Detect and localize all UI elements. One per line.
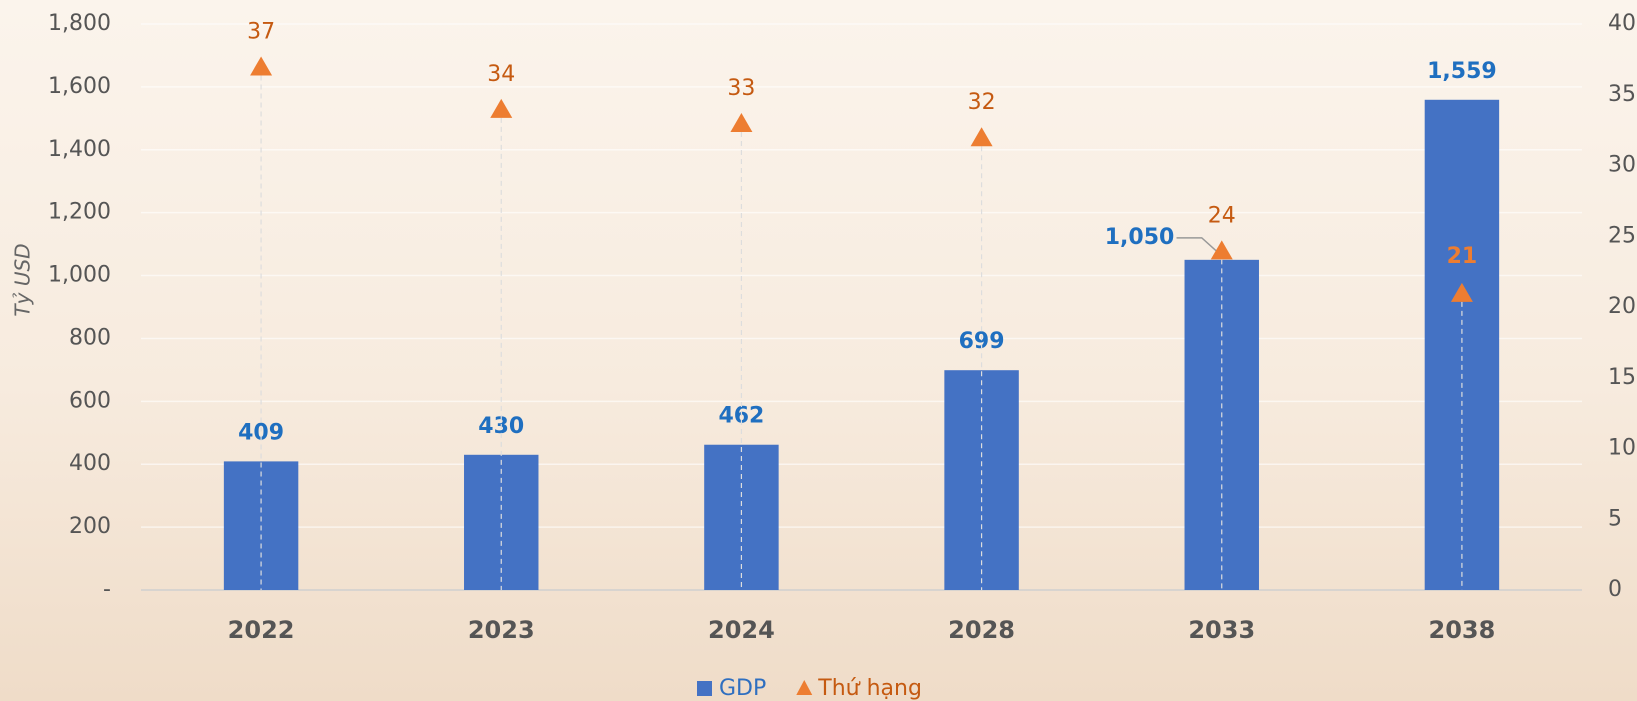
x-tick-label: 2028 — [948, 616, 1015, 644]
x-tick-label: 2038 — [1429, 616, 1496, 644]
y-tick-label: 1,000 — [48, 263, 111, 288]
y2-tick-label: 35 — [1608, 82, 1636, 107]
x-tick-label: 2033 — [1188, 616, 1255, 644]
y2-tick-label: 5 — [1608, 506, 1622, 531]
y2-tick-label: 10 — [1608, 436, 1636, 461]
y-axis-title: Tỷ USD — [11, 243, 35, 316]
chart: Tỷ USD -2004006008001,0001,2001,4001,600… — [0, 0, 1637, 701]
y-tick-label: 400 — [69, 451, 111, 476]
y-tick-label: - — [103, 577, 111, 602]
legend-label: GDP — [719, 676, 766, 701]
marker-value-label: 34 — [487, 62, 515, 87]
y2-tick-label: 25 — [1608, 223, 1636, 248]
marker — [971, 127, 993, 146]
x-tick-label: 2023 — [468, 616, 535, 644]
bar-value-label: 1,559 — [1427, 59, 1497, 84]
bar-value-label: 699 — [959, 329, 1005, 354]
y2-tick-label: 20 — [1608, 294, 1636, 319]
x-tick-label: 2024 — [708, 616, 775, 644]
legend-label: Thứ hạng — [817, 676, 922, 701]
y2-tick-label: 15 — [1608, 365, 1636, 390]
bar — [1425, 100, 1499, 590]
marker — [250, 56, 272, 75]
y2-tick-label: 0 — [1608, 577, 1622, 602]
marker-value-label: 24 — [1208, 203, 1236, 228]
marker — [490, 99, 512, 118]
y2-tick-label: 40 — [1608, 11, 1636, 36]
marker-value-label: 32 — [968, 90, 996, 115]
marker-value-label: 37 — [247, 19, 275, 44]
y-tick-label: 1,400 — [48, 137, 111, 162]
legend-swatch — [697, 681, 712, 696]
y2-tick-label: 30 — [1608, 153, 1636, 178]
y-tick-label: 200 — [69, 514, 111, 539]
marker-value-label: 21 — [1447, 244, 1478, 269]
marker-value-label: 33 — [727, 76, 755, 101]
legend-swatch — [796, 680, 812, 695]
bar-value-label: 1,050 — [1105, 225, 1175, 250]
bar-value-label: 409 — [238, 420, 284, 445]
page: {"chart_data": {"type": "bar", "y_label"… — [0, 0, 1637, 701]
y-tick-label: 1,800 — [48, 11, 111, 36]
x-tick-label: 2022 — [228, 616, 295, 644]
y-tick-label: 600 — [69, 388, 111, 413]
y-tick-label: 1,600 — [48, 74, 111, 99]
y-tick-label: 1,200 — [48, 200, 111, 225]
y-tick-label: 800 — [69, 325, 111, 350]
marker — [730, 113, 752, 132]
